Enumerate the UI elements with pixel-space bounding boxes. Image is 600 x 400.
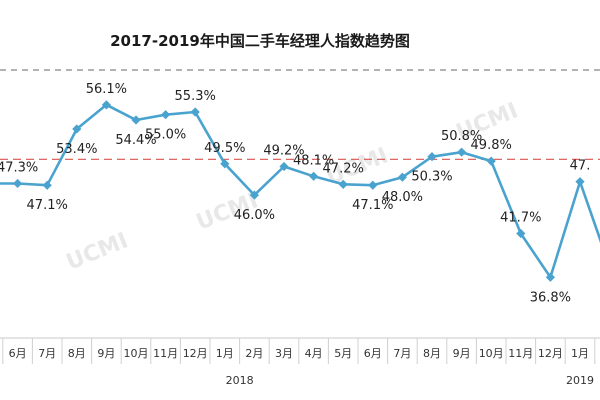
data-point bbox=[279, 161, 289, 172]
data-label: 41.7% bbox=[500, 210, 541, 225]
x-tick-label: 10月 bbox=[124, 347, 149, 360]
x-tick-label: 4月 bbox=[305, 347, 323, 360]
data-point bbox=[309, 171, 319, 181]
x-tick-label: 11月 bbox=[508, 347, 533, 360]
x-tick-label: 9月 bbox=[453, 347, 471, 360]
x-tick-label: 11月 bbox=[153, 347, 178, 360]
x-tick-label: 12月 bbox=[538, 347, 563, 360]
data-label: 50.8% bbox=[441, 129, 482, 144]
x-tick-label: 6月 bbox=[364, 347, 382, 360]
data-label: 47.1% bbox=[27, 198, 68, 213]
data-point bbox=[486, 156, 496, 166]
x-tick-label: 3月 bbox=[275, 347, 293, 360]
x-tick-label: 1月 bbox=[216, 347, 234, 360]
data-point bbox=[516, 228, 526, 239]
x-tick-label: 1月 bbox=[571, 347, 589, 360]
data-label: 55.3% bbox=[175, 89, 216, 104]
x-tick-label: 8月 bbox=[423, 347, 441, 360]
data-point bbox=[397, 172, 407, 182]
x-tick-label: 7月 bbox=[38, 347, 56, 360]
data-label: 55.0% bbox=[145, 128, 186, 143]
data-point bbox=[427, 152, 437, 162]
data-label: 47.2% bbox=[323, 161, 364, 176]
x-tick-label: 8月 bbox=[68, 347, 86, 360]
data-point bbox=[13, 178, 23, 189]
data-label: 36.8% bbox=[530, 290, 571, 305]
x-tick-label: 9月 bbox=[97, 347, 115, 360]
x-tick-label: 2月 bbox=[245, 347, 263, 360]
x-tick-label: 10月 bbox=[479, 347, 504, 360]
x-tick-label: 6月 bbox=[9, 347, 27, 360]
data-label: 47.3% bbox=[0, 160, 38, 175]
data-point bbox=[545, 272, 555, 282]
data-point bbox=[338, 179, 348, 189]
data-label: 48.1% bbox=[293, 153, 334, 168]
data-label: 49.8% bbox=[471, 138, 512, 153]
series-line bbox=[0, 103, 600, 279]
data-label: 54.4% bbox=[115, 133, 156, 148]
year-label: 2018 bbox=[226, 374, 254, 387]
data-point bbox=[101, 100, 111, 110]
data-point bbox=[72, 124, 82, 134]
data-point bbox=[161, 110, 171, 120]
data-label: 56.1% bbox=[86, 82, 127, 97]
data-point bbox=[220, 159, 230, 169]
x-tick-label: 5月 bbox=[334, 347, 352, 360]
data-label: 49.2% bbox=[263, 143, 304, 158]
data-label: 47.1% bbox=[352, 198, 393, 213]
data-point bbox=[190, 107, 200, 117]
data-point bbox=[368, 180, 378, 190]
x-tick-label: 12月 bbox=[183, 347, 208, 360]
data-label: 50.3% bbox=[411, 170, 452, 185]
data-point bbox=[249, 190, 259, 200]
data-label: 48.0% bbox=[382, 190, 423, 205]
watermark-text: UCMI bbox=[63, 228, 132, 275]
data-label: 47. bbox=[570, 159, 591, 174]
data-point bbox=[131, 115, 141, 125]
chart-title: 2017-2019年中国二手车经理人指数趋势图 bbox=[110, 32, 410, 50]
data-point bbox=[42, 180, 52, 190]
data-point bbox=[575, 177, 585, 187]
data-label: 53.4% bbox=[56, 142, 97, 157]
data-point bbox=[457, 147, 467, 157]
year-label: 2019 bbox=[566, 374, 594, 387]
data-label: 46.0% bbox=[234, 208, 275, 223]
x-tick-label: 7月 bbox=[393, 347, 411, 360]
data-label: 49.5% bbox=[204, 141, 245, 156]
